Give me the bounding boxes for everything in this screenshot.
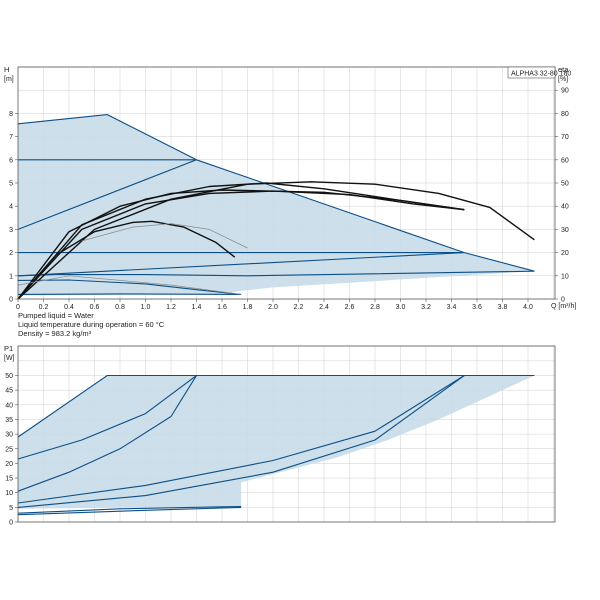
efficiency-axis-unit: [%] [558,76,568,83]
efficiency-axis-label: eta [558,65,569,74]
y-tick-label: 6 [9,157,13,164]
curve-series-11 [17,182,465,300]
curve-series-7 [17,506,242,516]
x-tick-label: 3.0 [396,304,406,311]
x-tick-label: 0.8 [115,304,125,311]
y-tick-label: 1 [9,273,13,280]
right-tick-label: 50 [561,181,569,188]
right-tick-label: 40 [561,204,569,211]
power-envelope-area [18,375,535,509]
y-tick-label: 10 [5,490,13,497]
x-tick-label: 0 [16,304,20,311]
y-tick-label: 40 [5,402,13,409]
curve-series-13 [17,220,236,300]
right-tick-label: 20 [561,250,569,257]
x-tick-label: 0.4 [64,304,74,311]
x-tick-label: 3.6 [472,304,482,311]
x-tick-label: 3.2 [421,304,431,311]
curve-series-8 [17,293,242,295]
x-tick-label: 2.0 [268,304,278,311]
curve-series-3 [17,375,197,492]
y-tick-label: 50 [5,373,13,380]
x-tick-label: 1.4 [192,304,202,311]
y-tick-label: 15 [5,476,13,483]
x-tick-label: 1.2 [166,304,176,311]
y-tick-label: 45 [5,388,13,395]
x-tick-label: 1.6 [217,304,227,311]
curve-series-2 [17,375,197,460]
efficiency-axis-ticks: 0 10 20 30 40 50 60 70 80 90 [555,88,569,304]
power-chart: 0 5 10 15 20 25 30 35 40 45 50 P1 [W] [4,344,556,527]
model-label: ALPHA3 32-80 180 [511,71,571,78]
x-tick-label: 2.8 [370,304,380,311]
curve-series-6 [17,505,242,514]
head-axis-ticks: 0 1 2 3 4 5 6 7 8 [9,111,18,304]
curve-series-5 [17,375,465,508]
power-axis-label: P1 [4,344,13,353]
y-tick-label: 0 [9,297,13,304]
y-tick-label: 5 [9,181,13,188]
curve-series-4 [17,375,465,504]
flow-axis-ticks: 0 0.2 0.4 0.6 0.8 1.0 1.2 1.4 1.6 1.8 2.0 2.2 2.4 2.6… [16,299,533,311]
right-tick-label: 70 [561,134,569,141]
curve-series-15 [17,275,242,295]
right-tick-label: 80 [561,111,569,118]
curve-series-14 [81,223,248,249]
y-tick-label: 7 [9,134,13,141]
x-tick-label: 2.4 [319,304,329,311]
curve-series-5 [17,252,465,277]
curve-series-12 [17,181,535,300]
y-tick-label: 25 [5,446,13,453]
pumped-liquid-text: Pumped liquid = Water [18,311,94,320]
curve-series-10 [17,190,465,300]
y-tick-label: 4 [9,204,13,211]
x-tick-label: 1.0 [141,304,151,311]
x-tick-label: 3.8 [498,304,508,311]
flow-axis-label: Q [m³/h] [551,303,576,310]
y-tick-label: 2 [9,250,13,257]
head-axis-unit: [m] [4,76,14,83]
power-axis-ticks: 0 5 10 15 20 25 30 35 40 45 50 [5,373,18,527]
y-tick-label: 30 [5,432,13,439]
y-tick-label: 20 [5,461,13,468]
x-tick-label: 2.2 [294,304,304,311]
curve-series-3 [17,159,197,230]
y-tick-label: 8 [9,111,13,118]
model-label-box [507,66,556,79]
right-tick-label: 30 [561,227,569,234]
power-curves [17,374,535,516]
density-text: Density = 983.2 kg/m³ [18,329,92,338]
right-tick-label: 90 [561,88,569,95]
x-tick-label: 2.6 [345,304,355,311]
right-tick-label: 10 [561,273,569,280]
x-tick-label: 0.2 [39,304,49,311]
x-tick-label: 0.6 [90,304,100,311]
head-curves [17,114,535,300]
y-tick-label: 35 [5,417,13,424]
curve-series-1 [17,374,535,438]
y-tick-label: 3 [9,227,13,234]
head-axis-label: H [4,65,9,74]
y-tick-label: 0 [9,520,13,527]
right-tick-label: 0 [561,297,565,304]
x-tick-label: 3.4 [447,304,457,311]
x-tick-label: 4.0 [523,304,533,311]
head-envelope-area [18,114,535,296]
x-tick-label: 1.8 [243,304,253,311]
power-axis-unit: [W] [4,355,15,362]
y-tick-label: 5 [9,505,13,512]
right-tick-label: 60 [561,157,569,164]
liquid-temperature-text: Liquid temperature during operation = 60… [18,320,165,329]
head-efficiency-chart: 0 0.2 0.4 0.6 0.8 1.0 1.2 1.4 1.6 1.8 2.0 2.2 2.4 2.6… [4,65,576,311]
curve-series-7 [17,279,242,295]
